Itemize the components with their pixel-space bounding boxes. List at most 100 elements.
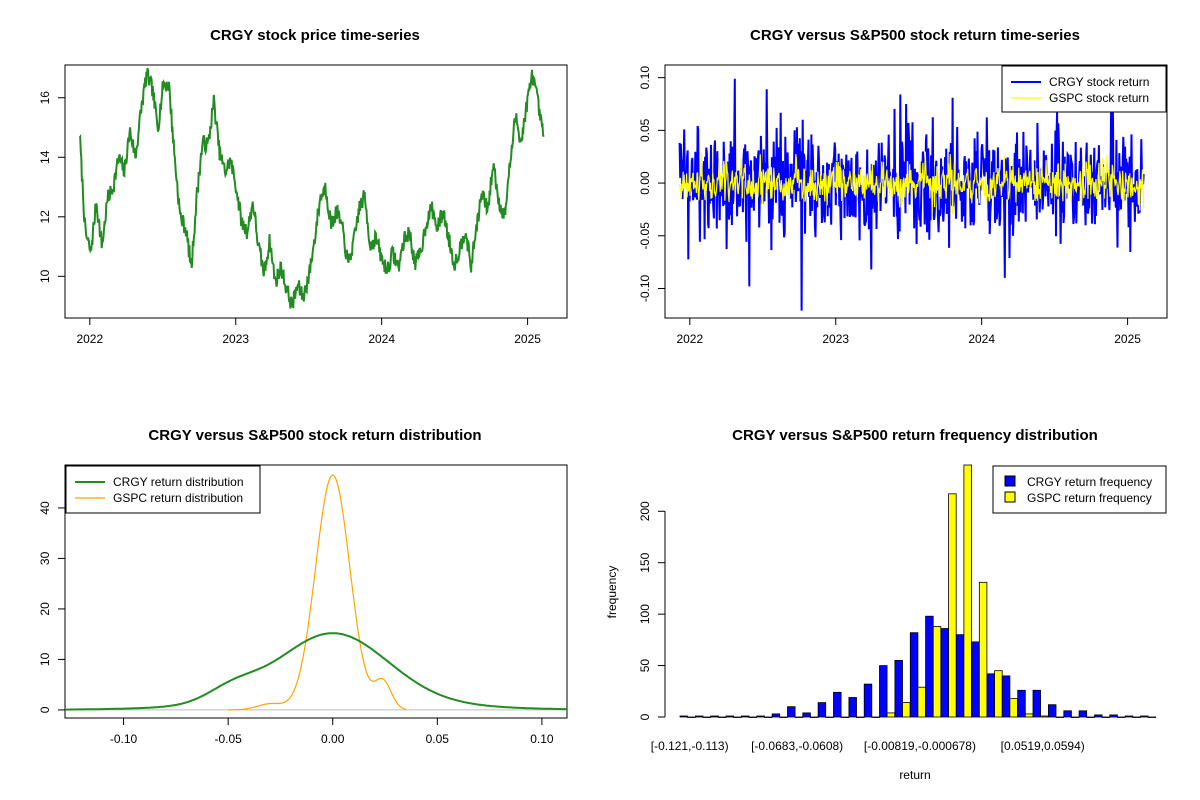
- histogram-x-tick-label: [0.0519,0.0594): [1001, 739, 1085, 753]
- crgy-frequency-bar: [940, 628, 949, 718]
- returns-x-tick-label: 2023: [822, 332, 849, 346]
- gspc-frequency-bar: [902, 702, 911, 718]
- gspc-frequency-bar: [1009, 698, 1018, 718]
- price-x-tick-label: 2022: [76, 332, 103, 346]
- gspc-frequency-bar: [748, 716, 757, 718]
- histogram-x-label: return: [899, 768, 930, 782]
- gspc-frequency-bar: [702, 716, 711, 718]
- gspc-frequency-bar: [978, 581, 988, 718]
- gspc-frequency-bar: [856, 716, 865, 718]
- crgy-frequency-bar: [695, 715, 704, 718]
- crgy-frequency-bar: [1140, 715, 1149, 718]
- crgy-frequency-bar: [909, 632, 919, 718]
- gspc-density-curve: [228, 474, 407, 711]
- histogram-x-tick-label: [-0.00819,-0.000678): [864, 739, 976, 753]
- gspc-frequency-bar: [932, 626, 942, 718]
- crgy-density-curve: [65, 632, 568, 711]
- returns-y-tick-label: 0.10: [638, 66, 652, 90]
- gspc-frequency-bar: [764, 716, 773, 718]
- density-y-tick-label: 10: [38, 652, 52, 666]
- panel-histogram: CRGY versus S&P500 return frequency dist…: [605, 427, 1167, 782]
- legend-gspc-density-label: GSPC return distribution: [113, 491, 243, 505]
- panel-price: CRGY stock price time-series 2022 2023 202…: [38, 27, 568, 346]
- gspc-frequency-bar: [871, 716, 880, 718]
- returns-y-axis: -0.10 -0.05 0.00 0.05 0.10: [638, 66, 666, 302]
- panel-returns: CRGY versus S&P500 stock return time-ser…: [638, 27, 1168, 346]
- crgy-frequency-bar: [879, 665, 888, 718]
- gspc-frequency-bar: [1132, 716, 1141, 718]
- returns-y-tick-label: -0.05: [638, 222, 652, 250]
- crgy-frequency-bar: [756, 715, 765, 718]
- returns-legend-box: [1001, 65, 1167, 113]
- histogram-y-axis: 0 50 100 150 200: [638, 501, 666, 720]
- legend-crgy-density-label: CRGY return distribution: [113, 475, 244, 489]
- crgy-frequency-bar: [1048, 704, 1057, 718]
- price-y-tick-label: 10: [38, 269, 52, 283]
- density-x-tick-label: -0.10: [110, 732, 138, 746]
- histogram-legend: CRGY return frequency GSPC return freque…: [992, 465, 1167, 514]
- histogram-y-tick-label: 0: [638, 713, 652, 720]
- price-x-tick-label: 2025: [514, 332, 541, 346]
- histogram-legend-box: [992, 465, 1167, 514]
- returns-x-tick-label: 2024: [968, 332, 995, 346]
- crgy-frequency-bar: [925, 615, 934, 718]
- density-y-axis: 0 10 20 30 40: [38, 501, 66, 713]
- crgy-frequency-bar: [955, 634, 965, 718]
- density-x-tick-label: 0.00: [321, 732, 345, 746]
- density-y-tick-label: 0: [38, 706, 52, 713]
- gspc-frequency-bar: [825, 716, 834, 718]
- crgy-frequency-bar: [710, 715, 719, 718]
- density-title: CRGY versus S&P500 stock return distribu…: [148, 427, 481, 444]
- crgy-frequency-bar: [848, 697, 857, 718]
- gspc-frequency-bar: [994, 670, 1003, 718]
- crgy-frequency-bar: [817, 702, 827, 718]
- histogram-title: CRGY versus S&P500 return frequency dist…: [732, 427, 1098, 444]
- gspc-frequency-bar: [794, 716, 804, 718]
- returns-x-tick-label: 2025: [1114, 332, 1141, 346]
- gspc-frequency-bar: [1086, 716, 1095, 718]
- histogram-x-tick-label: [-0.121,-0.113): [651, 739, 729, 753]
- crgy-frequency-bar: [1001, 675, 1011, 718]
- histogram-y-tick-label: 200: [638, 501, 652, 521]
- crgy-frequency-bar: [802, 712, 811, 718]
- density-x-tick-label: -0.05: [214, 732, 242, 746]
- gspc-frequency-bar: [917, 686, 926, 718]
- crgy-frequency-bar: [771, 713, 781, 718]
- legend-crgy-frequency-label: CRGY return frequency: [1027, 475, 1152, 489]
- gspc-return-line: [679, 151, 1145, 215]
- crgy-frequency-bar: [833, 691, 842, 718]
- legend-gspc-frequency-label: GSPC return frequency: [1027, 491, 1152, 505]
- crgy-frequency-bar: [679, 715, 688, 718]
- crgy-frequency-bar: [725, 715, 734, 718]
- price-x-tick-label: 2023: [222, 332, 249, 346]
- density-legend-box: [65, 465, 261, 514]
- returns-x-tick-label: 2022: [676, 332, 703, 346]
- legend-gspc-return-label: GSPC stock return: [1049, 91, 1149, 105]
- crgy-frequency-bar: [986, 673, 995, 718]
- returns-y-tick-label: -0.10: [638, 274, 652, 302]
- density-legend: CRGY return distribution GSPC return dis…: [65, 465, 261, 514]
- gspc-frequency-bar: [1055, 716, 1064, 718]
- crgy-frequency-bar: [1124, 715, 1134, 718]
- gspc-frequency-bar: [1117, 716, 1126, 718]
- gspc-frequency-bar: [1101, 716, 1110, 718]
- density-y-tick-label: 30: [38, 551, 52, 565]
- crgy-frequency-bar: [1063, 710, 1072, 718]
- price-x-axis: 2022 2023 2024 2025: [76, 317, 541, 346]
- gspc-frequency-bar: [779, 716, 788, 718]
- crgy-frequency-bar: [971, 641, 980, 718]
- legend-gspc-frequency-swatch: [1004, 491, 1016, 503]
- price-plot-frame: [64, 64, 568, 319]
- histogram-x-axis: [-0.121,-0.113) [-0.0683,-0.0608) [-0.0081…: [651, 739, 1085, 753]
- gspc-frequency-bar: [717, 716, 727, 718]
- density-y-tick-label: 40: [38, 501, 52, 515]
- density-y-tick-label: 20: [38, 602, 52, 616]
- price-y-tick-label: 16: [38, 91, 52, 105]
- crgy-frequency-bar: [1032, 689, 1041, 718]
- crgy-frequency-bar: [894, 660, 903, 718]
- gspc-frequency-bar: [1147, 716, 1157, 718]
- crgy-frequency-bar: [1094, 714, 1103, 718]
- returns-y-tick-label: 0.00: [638, 171, 652, 195]
- gspc-frequency-bar: [840, 716, 850, 718]
